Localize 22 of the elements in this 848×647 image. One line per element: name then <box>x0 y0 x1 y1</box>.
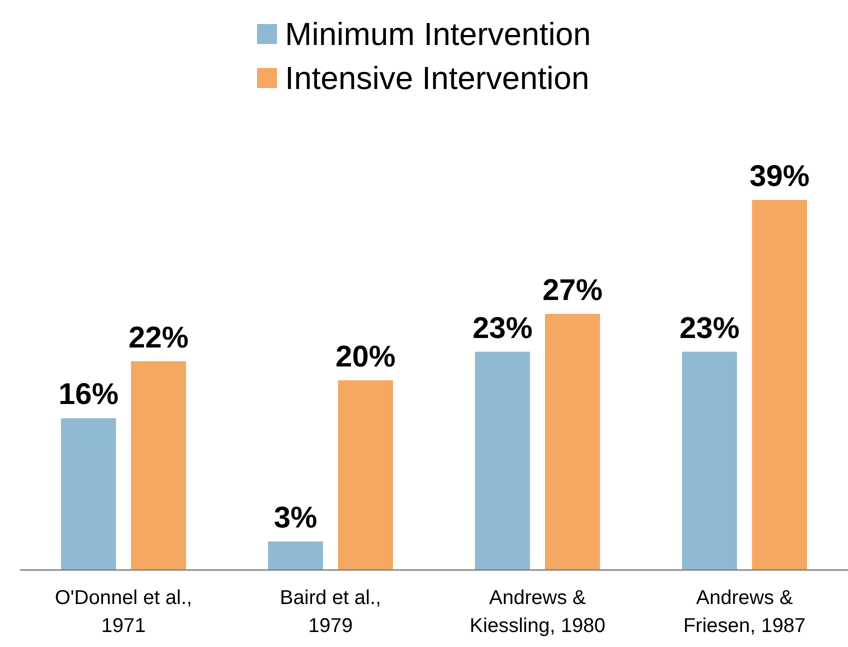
data-label: 16% <box>58 378 119 412</box>
bar <box>268 542 323 570</box>
data-label: 20% <box>335 340 396 374</box>
legend-label: Intensive Intervention <box>285 59 590 98</box>
x-tick-label: Baird et al., 1979 <box>280 587 382 637</box>
data-label: 3% <box>274 502 318 535</box>
x-tick-label: Andrews & Kiessling, 1980 <box>470 587 606 637</box>
bar <box>338 380 393 570</box>
legend-label: Minimum Intervention <box>285 15 591 54</box>
bar <box>131 361 186 570</box>
bar <box>61 418 116 570</box>
x-tick-label: O'Donnel et al., 1971 <box>54 587 192 637</box>
data-label: 39% <box>749 160 810 193</box>
data-label: 23% <box>472 312 533 345</box>
bar <box>475 352 530 570</box>
bar <box>682 352 737 570</box>
data-label: 27% <box>542 274 603 307</box>
data-label: 22% <box>128 321 189 354</box>
bar <box>752 200 807 570</box>
x-tick-label: Andrews & Friesen, 1987 <box>683 587 806 637</box>
data-label: 23% <box>679 312 740 345</box>
bar <box>545 314 600 570</box>
